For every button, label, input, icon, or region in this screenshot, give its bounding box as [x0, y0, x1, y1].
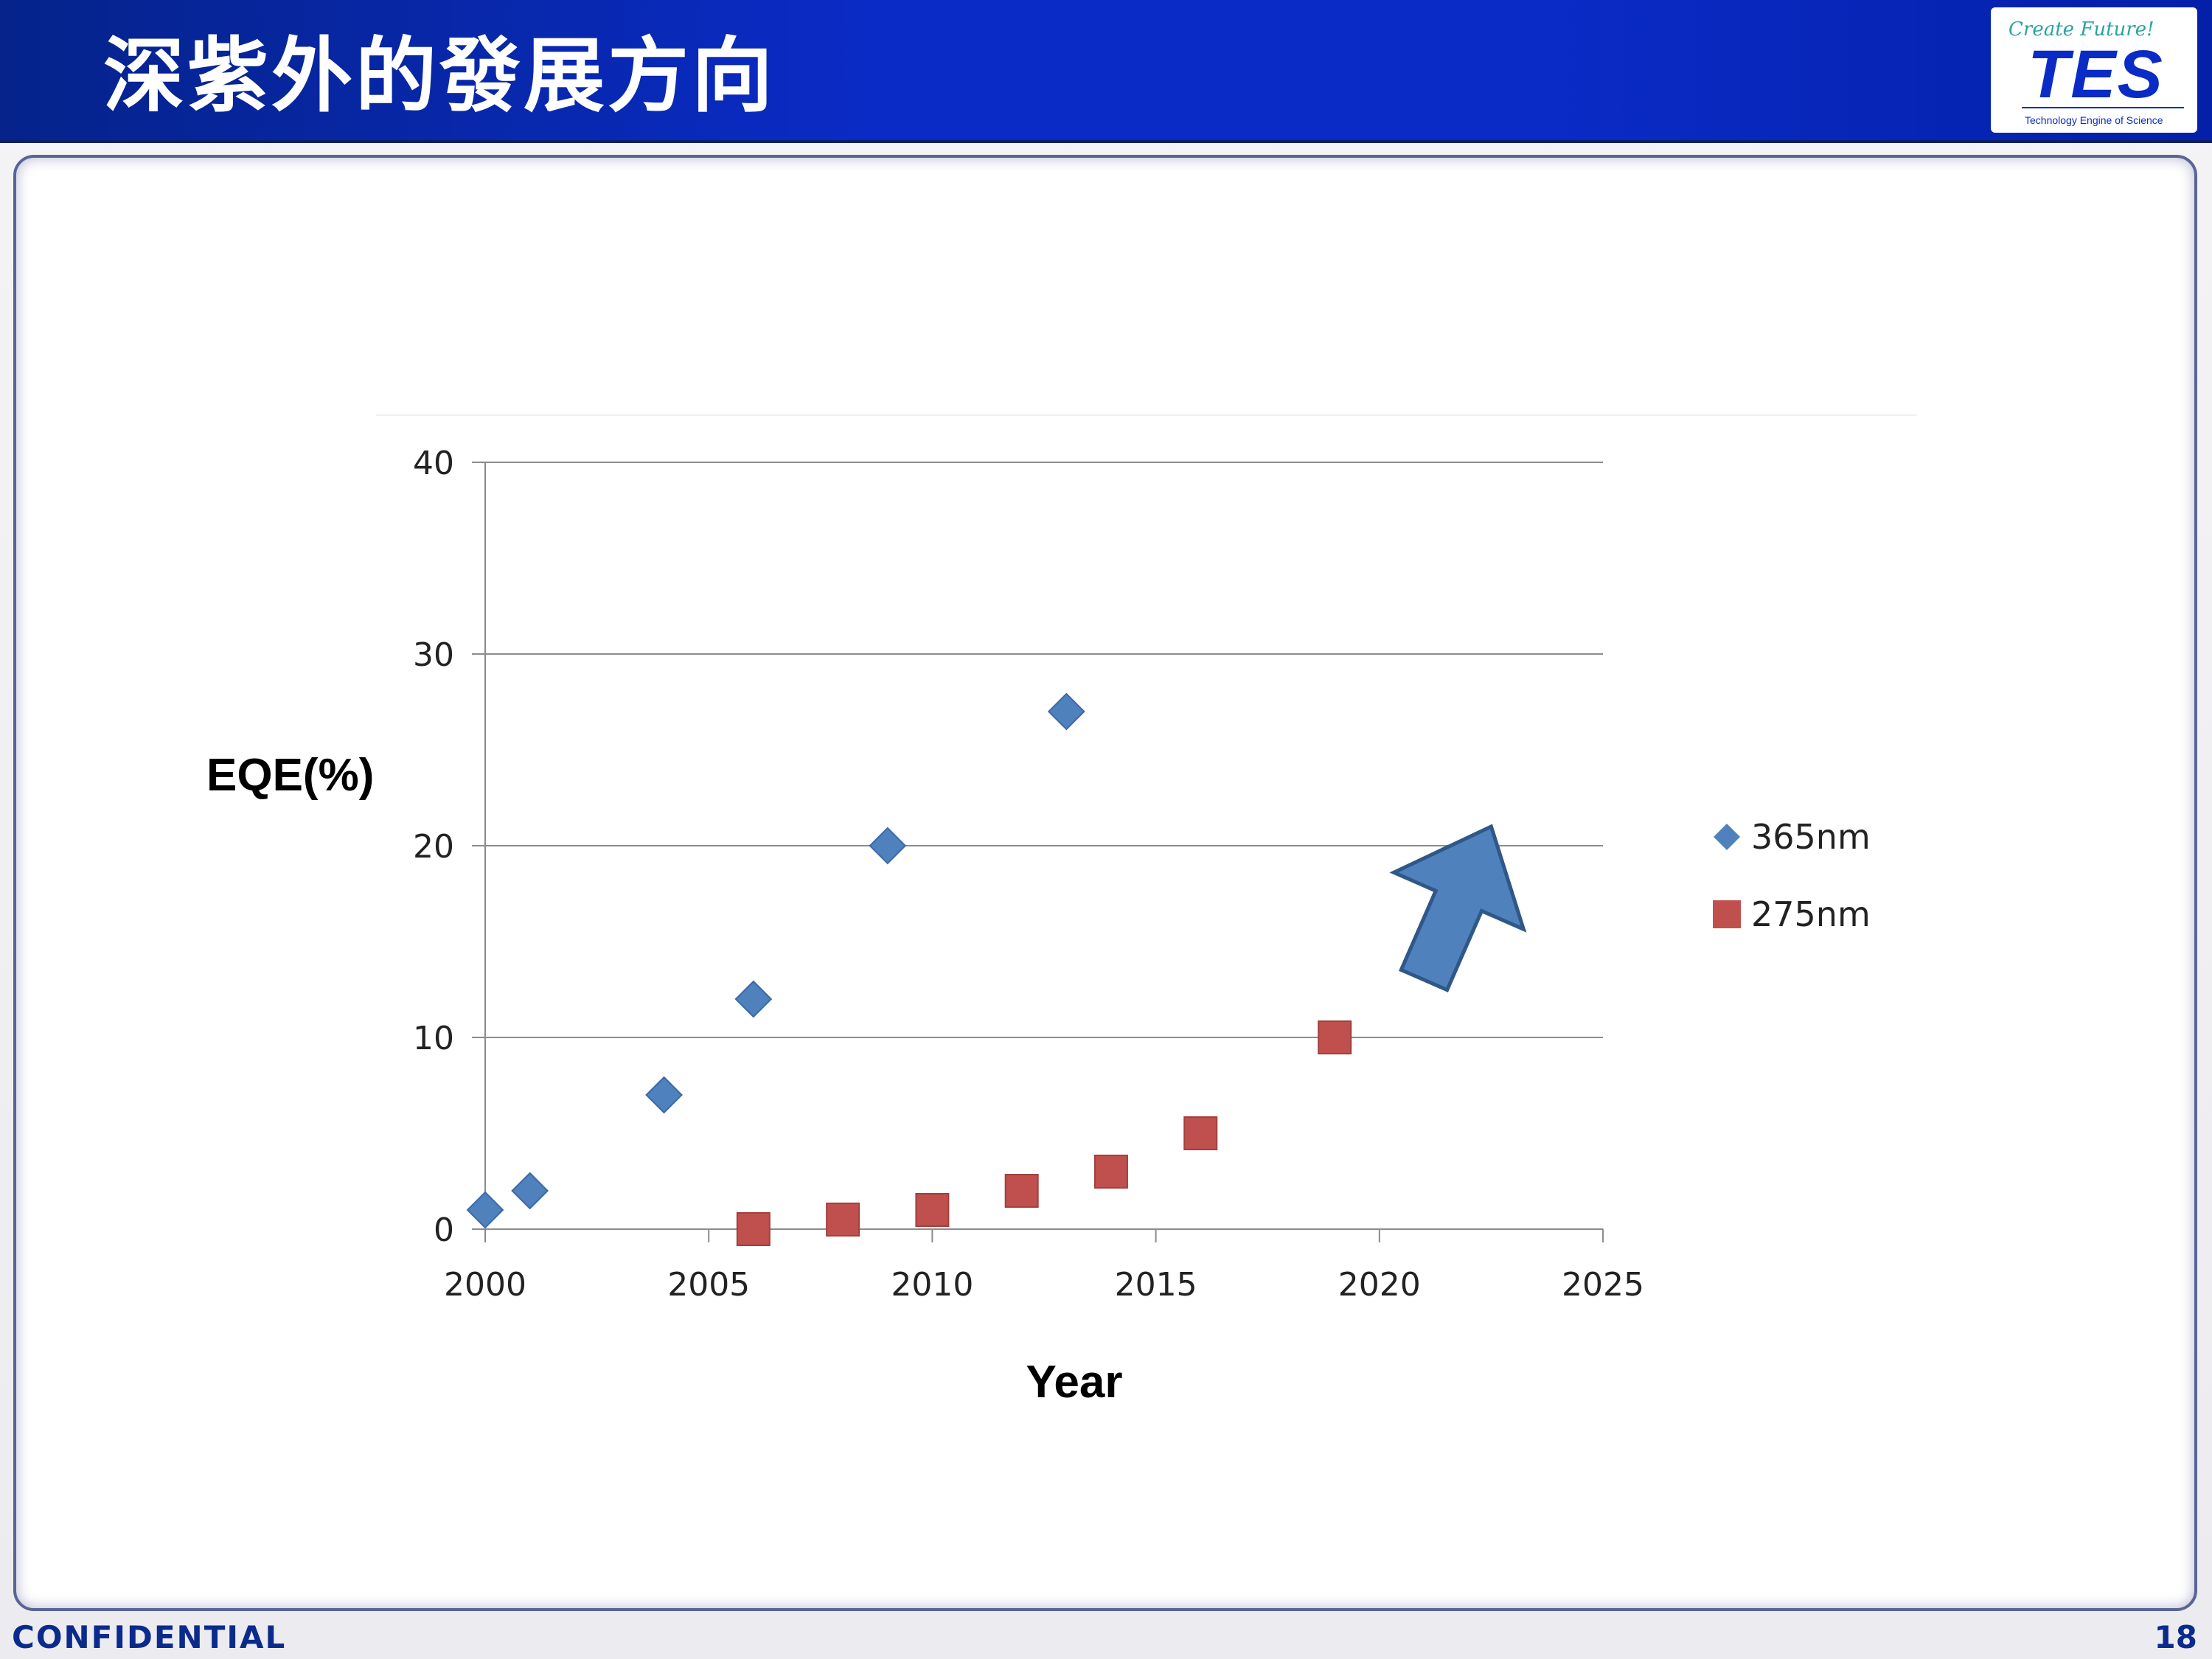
logo-tagline: Create Future! [2008, 18, 2154, 41]
tes-logo-graphic: Create Future! TES Technology Engine of … [2008, 18, 2184, 126]
x-tick-label: 2025 [1562, 1266, 1644, 1304]
y-axis-label: EQE(%) [206, 750, 374, 801]
page-title: 深紫外的發展方向 [103, 29, 776, 123]
x-tick-label: 2015 [1115, 1266, 1197, 1304]
legend-marker-365nm [1714, 824, 1740, 850]
annotation-layer [1389, 824, 1527, 992]
y-tick-label: 40 [413, 445, 454, 482]
content-panel [13, 155, 2197, 1611]
y-tick-label: 0 [434, 1211, 454, 1249]
y-tick-label: 30 [413, 636, 454, 674]
legend-label-365nm: 365nm [1751, 817, 1871, 857]
x-tick-label: 2005 [667, 1266, 750, 1304]
data-point-275nm [1318, 1020, 1352, 1054]
legend-label-275nm: 275nm [1751, 894, 1871, 934]
x-axis-label: Year [1026, 1357, 1122, 1408]
confidential-label: CONFIDENTIAL [12, 1619, 287, 1655]
logo-subtitle: Technology Engine of Science [2025, 114, 2163, 126]
data-point-275nm [1183, 1116, 1218, 1150]
data-point-275nm [826, 1203, 860, 1237]
point-layer [466, 692, 1352, 1246]
y-tick-label: 20 [413, 828, 454, 866]
x-tick-label: 2010 [891, 1266, 973, 1304]
x-tick-label: 2000 [444, 1266, 526, 1304]
data-point-365nm [645, 1076, 683, 1114]
data-point-275nm [1004, 1174, 1039, 1208]
data-point-275nm [915, 1193, 950, 1227]
page-number: 18 [2154, 1619, 2197, 1655]
logo-brand: TES [2028, 37, 2164, 112]
data-point-365nm [734, 980, 773, 1018]
tes-logo: Create Future! TES Technology Engine of … [1991, 7, 2197, 133]
data-point-365nm [466, 1191, 504, 1229]
grid-layer [472, 462, 1603, 1230]
header-bar: 深紫外的發展方向 Create Future! TES Technology E… [0, 0, 2212, 143]
x-tick-label: 2020 [1338, 1266, 1421, 1304]
legend-marker-275nm [1713, 900, 1741, 928]
trend-arrow [1389, 824, 1527, 992]
axis-layer: 0 10 20 30 40 2000 2005 2010 2015 2020 2025 [413, 445, 1644, 1304]
data-point-365nm [1047, 692, 1085, 731]
data-point-275nm [1093, 1155, 1128, 1189]
data-point-365nm [869, 827, 907, 865]
y-tick-label: 10 [413, 1020, 454, 1057]
data-point-275nm [736, 1212, 771, 1246]
data-point-365nm [511, 1172, 549, 1210]
legend-layer: 365nm 275nm [1713, 817, 1871, 934]
